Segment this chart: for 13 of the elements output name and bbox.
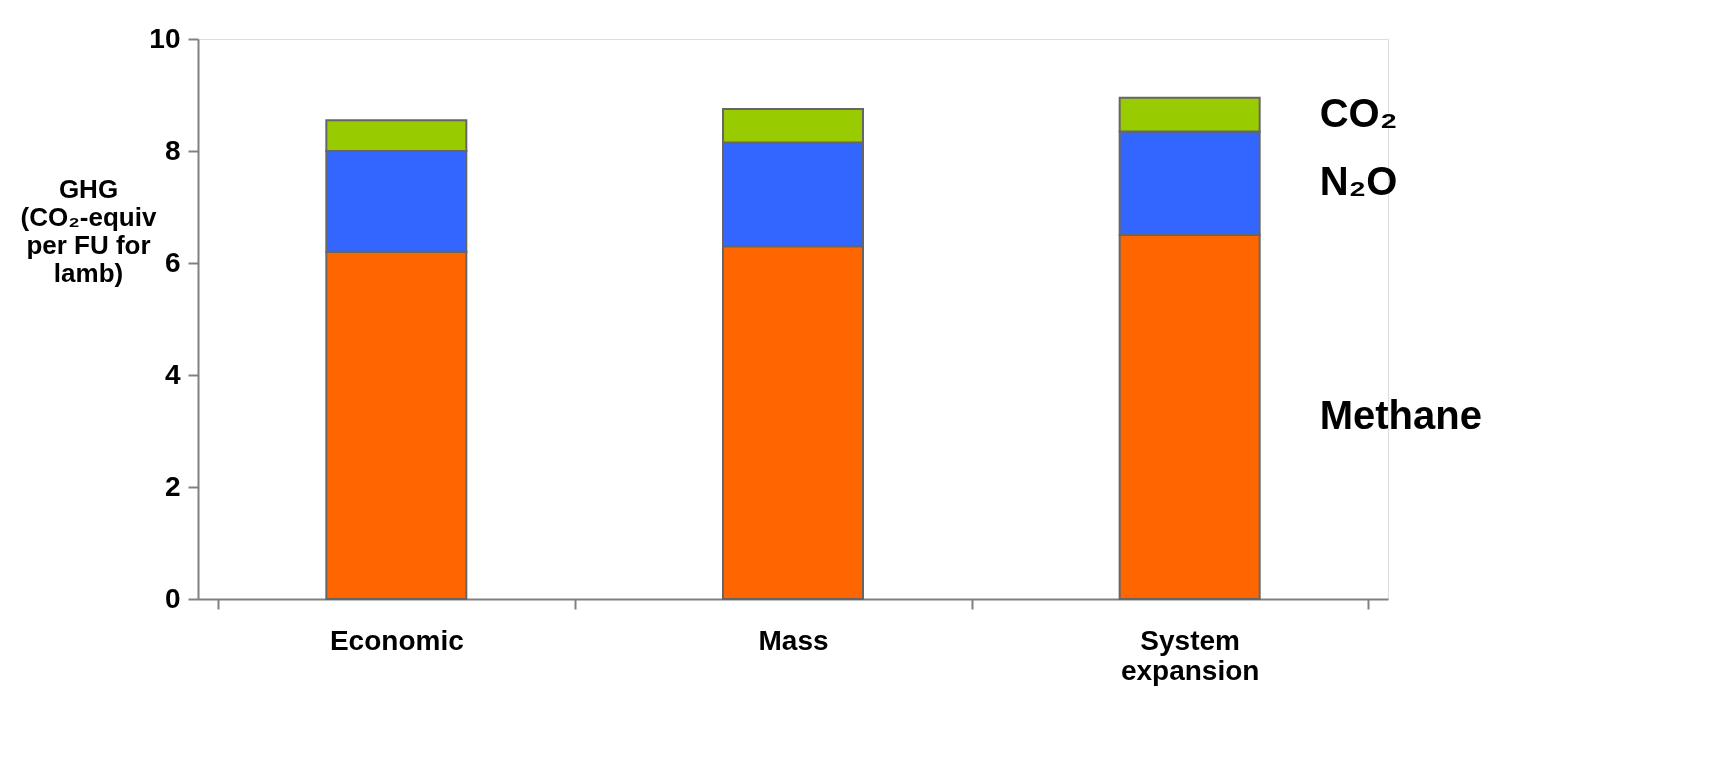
x-tick-label: System expansion <box>1120 624 1260 686</box>
y-axis-title: GHG (CO₂-equiv per FU for lamb) <box>20 173 157 288</box>
y-tick-label: 4 <box>164 358 181 390</box>
series-label: Methane <box>1319 393 1482 437</box>
y-tick-label: 6 <box>164 246 181 278</box>
x-tick-label: Economic <box>329 624 464 656</box>
y-tick-label: 2 <box>164 470 181 502</box>
y-tick-label: 10 <box>149 22 181 54</box>
series-label: N₂O <box>1319 159 1398 204</box>
x-tick-label: Mass <box>758 624 829 656</box>
y-tick-label: 8 <box>164 134 181 166</box>
series-label: CO₂ <box>1319 90 1398 135</box>
y-tick-label: 0 <box>164 582 181 614</box>
